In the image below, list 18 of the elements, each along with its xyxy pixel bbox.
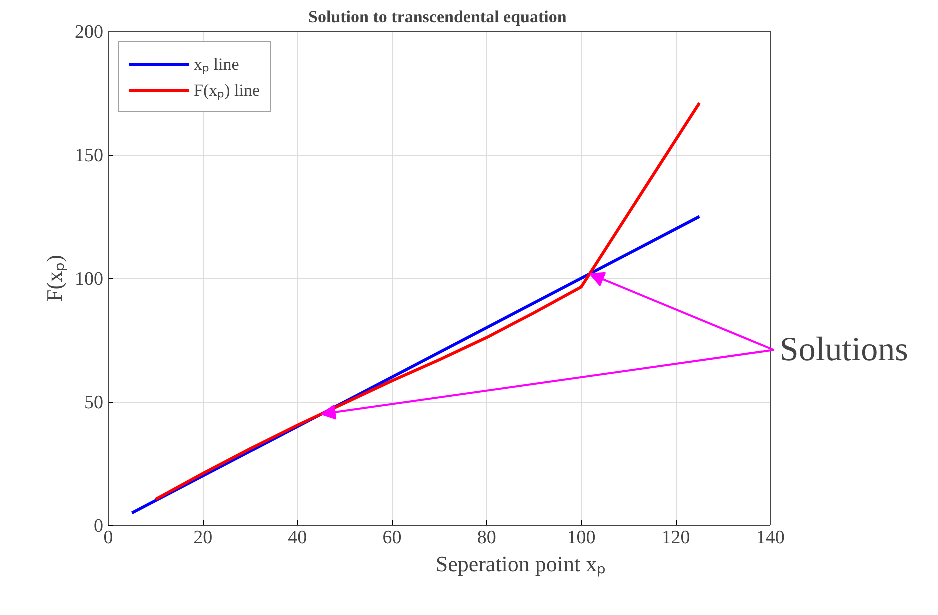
y-tick-label: 50 xyxy=(84,392,104,414)
x-tick-label: 80 xyxy=(477,528,496,548)
legend-label: F(xₚ) line xyxy=(194,80,260,101)
chart-title: Solution to transcendental equation xyxy=(308,8,568,26)
y-tick-label: 150 xyxy=(75,146,104,166)
x-tick-label: 100 xyxy=(567,528,596,548)
line-series xyxy=(154,102,702,502)
x-tick-label: 120 xyxy=(662,528,690,548)
x-axis-title: Seperation point xₚ xyxy=(436,552,606,578)
legend-label: xₚ line xyxy=(194,54,240,75)
y-tick-label: 200 xyxy=(75,22,104,43)
y-tick-label: 100 xyxy=(75,269,104,290)
x-tick-label: 40 xyxy=(288,528,308,548)
x-tick-label: 60 xyxy=(382,528,402,548)
y-axis-title: F(xₚ) xyxy=(42,255,68,302)
annotation: Solutions xyxy=(780,332,908,369)
x-tick-label: 140 xyxy=(756,528,785,548)
x-tick-label: 20 xyxy=(194,528,213,548)
